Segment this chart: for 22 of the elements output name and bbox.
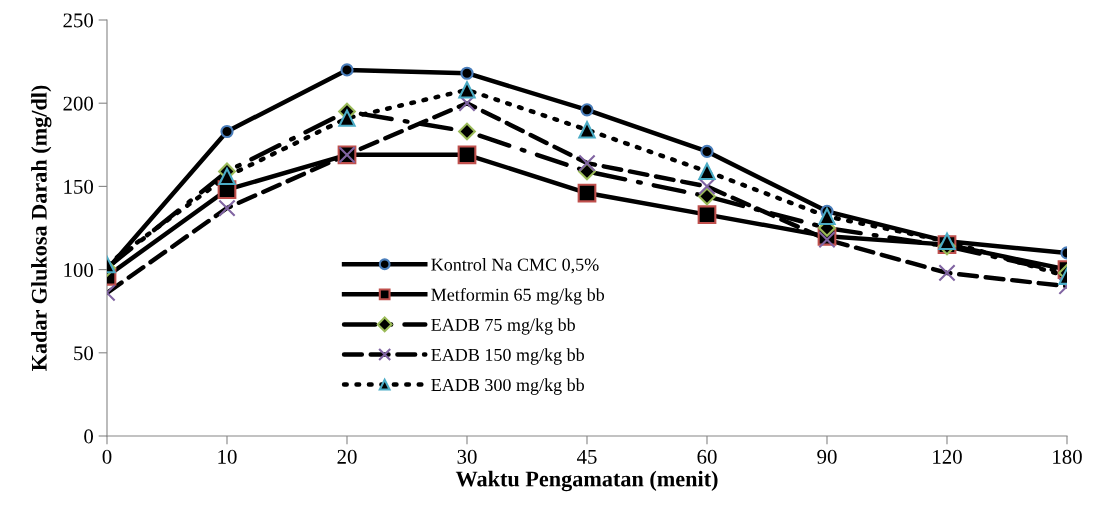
y-tick-label: 0	[84, 429, 94, 444]
x-tick-label: 180	[1053, 449, 1082, 464]
y-axis-title: Kadar Glukosa Darah (mg/dl)	[31, 85, 52, 371]
y-tick-label: 200	[63, 96, 94, 111]
x-tick-label: 20	[337, 449, 357, 464]
y-tick-label: 150	[64, 179, 94, 194]
y-tick-label: 250	[63, 13, 94, 28]
x-tick-label: 30	[457, 449, 477, 464]
y-tick-label: 100	[64, 262, 94, 278]
x-axis-title: Waktu Pengamatan (menit)	[455, 470, 718, 492]
x-tick-label: 60	[697, 449, 717, 464]
legend-label: Kontrol Na CMC 0,5%	[431, 258, 599, 274]
x-tick-label: 120	[933, 449, 962, 464]
legend-label: EADB 75 mg/kg bb	[431, 318, 575, 335]
x-tick-label: 0	[102, 449, 112, 464]
legend-label: EADB 150 mg/kg bb	[431, 348, 584, 365]
y-tick-label: 50	[74, 346, 94, 361]
x-tick-label: 90	[817, 449, 837, 464]
legend-label: Metformin 65 mg/kg bb	[431, 287, 605, 305]
x-tick-label: 10	[218, 449, 237, 464]
x-tick-label: 45	[576, 449, 597, 464]
legend-label: EADB 300 mg/kg bb	[431, 378, 584, 395]
